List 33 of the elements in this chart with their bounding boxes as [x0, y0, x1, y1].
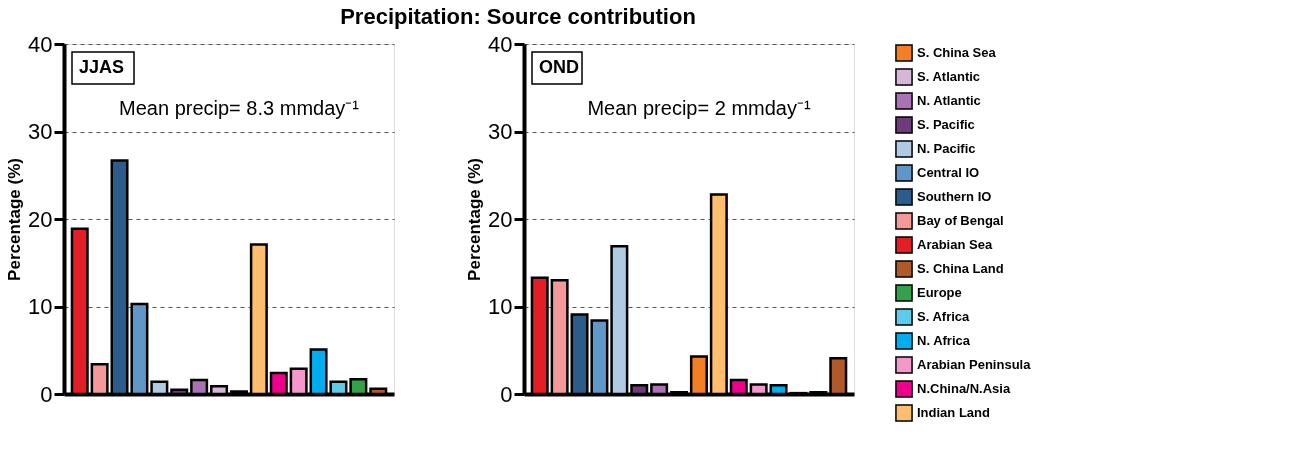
legend-label: S. China Land: [917, 261, 1004, 276]
y-tick-label: 10: [488, 294, 513, 319]
legend-label: Indian Land: [917, 405, 990, 420]
annotation: Mean precip= 2 mmday⁻¹: [587, 97, 811, 119]
y-tick-label: 10: [28, 294, 53, 319]
y-tick-label: 40: [488, 31, 513, 57]
legend-label: S. Africa: [917, 309, 971, 324]
y-tick-label: 30: [28, 119, 53, 144]
annotation: Mean precip= 8.3 mmday⁻¹: [119, 97, 360, 119]
y-axis-title: Percentage (%): [465, 158, 485, 281]
y-tick-label: 0: [40, 381, 53, 407]
legend-label: S. China Sea: [917, 45, 997, 60]
legend-label: Bay of Bengal: [917, 213, 1004, 228]
legend-label: Southern IO: [917, 189, 992, 204]
legend-label: N. Africa: [917, 333, 971, 348]
legend-label: N.China/N.Asia: [917, 381, 1011, 396]
legend-label: S. Atlantic: [917, 69, 981, 84]
legend-label: N. Pacific: [917, 141, 976, 156]
legend-label: Central IO: [917, 165, 980, 180]
annotation: JJAS: [79, 57, 125, 77]
y-tick-label: 40: [28, 31, 53, 57]
legend-label: S. Pacific: [917, 117, 975, 132]
y-tick-label: 20: [28, 206, 53, 232]
y-tick-label: 20: [488, 206, 513, 232]
y-axis-title: Percentage (%): [5, 158, 25, 281]
legend-label: Europe: [917, 285, 962, 300]
annotation: OND: [539, 57, 579, 77]
legend-label: N. Atlantic: [917, 93, 981, 108]
y-tick-label: 30: [488, 119, 513, 144]
y-tick-label: 0: [500, 381, 513, 407]
text: Precipitation: Source contribution: [340, 3, 696, 29]
legend-label: Arabian Peninsula: [917, 357, 1032, 372]
legend-label: Arabian Sea: [917, 237, 993, 252]
